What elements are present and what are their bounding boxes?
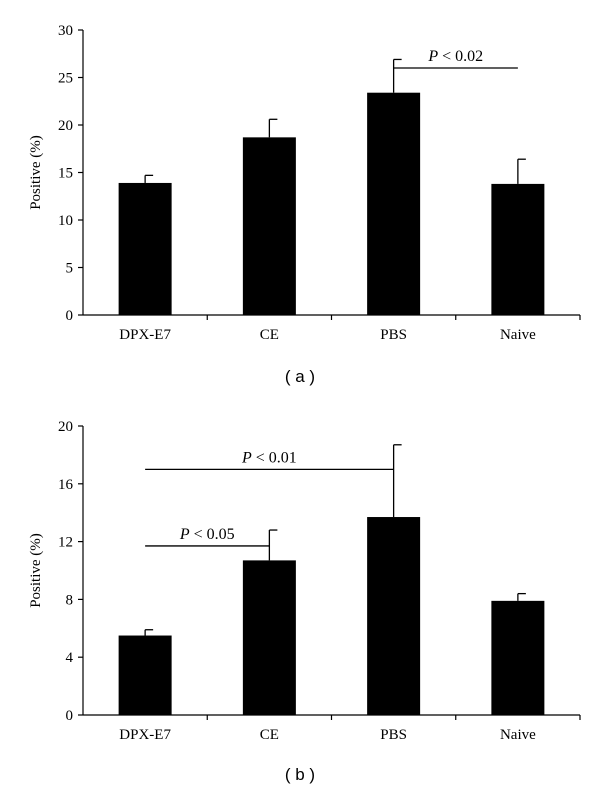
a-bar-pbs bbox=[367, 92, 421, 315]
b-x-tick-label: CE bbox=[260, 727, 279, 743]
a-y-tick-label: 0 bbox=[66, 308, 74, 324]
b-x-tick-label: Naive bbox=[500, 727, 536, 743]
panel-label-b: ( b ) bbox=[284, 765, 316, 784]
b-significance-label: P < 0.01 bbox=[241, 449, 297, 466]
chart-a: 0 5 10 15 20 25 30 DPX-E7 CE PBS Naive Positive (%)… bbox=[28, 23, 581, 343]
a-y-tick-label: 15 bbox=[58, 166, 73, 182]
a-bar-naive bbox=[491, 183, 545, 315]
b-bar-pbs bbox=[367, 517, 421, 715]
a-y-tick-label: 30 bbox=[58, 23, 73, 39]
a-x-tick-label: DPX-E7 bbox=[119, 327, 171, 343]
b-y-tick-label: 16 bbox=[58, 477, 74, 493]
b-y-tick-label: 20 bbox=[58, 419, 73, 435]
a-y-tick-label: 25 bbox=[58, 71, 73, 87]
chart-b: 0 4 8 12 16 20 DPX-E7 CE PBS Naive Positive (%) P <… bbox=[28, 419, 581, 743]
a-bar-ce bbox=[242, 137, 296, 315]
b-y-tick-label: 4 bbox=[66, 650, 74, 666]
a-y-tick-label: 20 bbox=[58, 118, 73, 134]
panel-label-a: ( a ) bbox=[284, 367, 316, 386]
a-x-tick-label: CE bbox=[260, 327, 279, 343]
b-y-tick-label: 12 bbox=[58, 535, 73, 551]
b-y-tick-label: 0 bbox=[66, 708, 74, 724]
b-bar-ce bbox=[242, 560, 296, 715]
b-y-axis-label: Positive (%) bbox=[28, 533, 44, 608]
a-significance-label: P < 0.02 bbox=[427, 48, 483, 65]
b-x-tick-label: DPX-E7 bbox=[119, 727, 171, 743]
b-significance-label: P < 0.05 bbox=[179, 526, 235, 543]
a-y-axis-label: Positive (%) bbox=[28, 135, 44, 210]
a-x-tick-label: PBS bbox=[380, 327, 407, 343]
b-bar-dpx-e7 bbox=[118, 635, 172, 715]
a-bar-dpx-e7 bbox=[118, 182, 172, 315]
a-y-tick-label: 10 bbox=[58, 213, 73, 229]
b-y-tick-label: 8 bbox=[66, 592, 74, 608]
a-x-tick-label: Naive bbox=[500, 327, 536, 343]
b-bar-naive bbox=[491, 600, 545, 715]
a-y-tick-label: 5 bbox=[66, 261, 74, 277]
b-x-tick-label: PBS bbox=[380, 727, 407, 743]
